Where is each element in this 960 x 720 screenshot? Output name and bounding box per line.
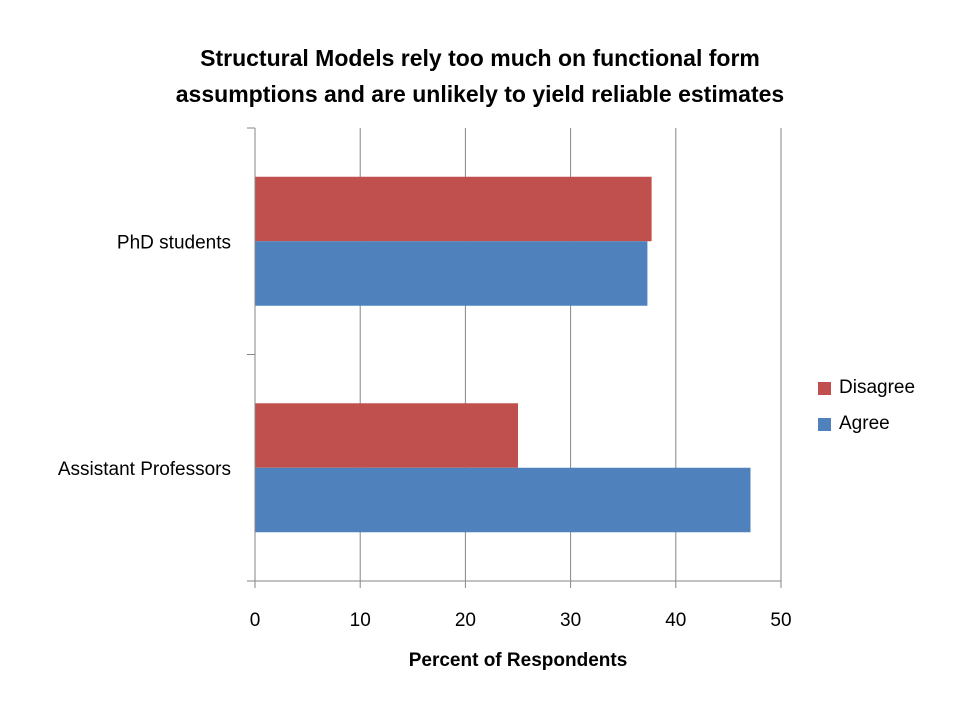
category-label-phd-students: PhD students [117,232,231,253]
chart-title-line-2: assumptions and are unlikely to yield re… [175,81,785,107]
legend-label-agree: Agree [839,413,890,434]
x-tick-label-10: 10 [350,610,371,631]
x-axis-label: Percent of Respondents [409,650,628,671]
legend-swatch-agree [818,417,831,431]
x-tick-label-40: 40 [665,610,686,631]
category-label-assistant-professors: Assistant Professors [58,459,231,480]
chart-title-line-1: Structural Models rely too much on funct… [200,45,760,71]
x-tick-label-0: 0 [250,610,261,631]
x-tick-label-20: 20 [455,610,476,631]
legend-swatch-disagree [818,381,831,395]
x-tick-label-50: 50 [770,610,791,631]
bar-agree-assistant-professors [255,467,751,533]
legend: Disagree Agree [818,370,915,442]
bar-disagree-phd-students [255,176,652,242]
legend-item-disagree: Disagree [818,370,915,406]
x-tick-label-30: 30 [560,610,581,631]
chart-title: Structural Models rely too much on funct… [0,40,960,112]
legend-label-disagree: Disagree [839,377,916,398]
bar-disagree-assistant-professors [255,403,518,468]
legend-item-agree: Agree [818,406,915,442]
bar-agree-phd-students [255,241,648,306]
